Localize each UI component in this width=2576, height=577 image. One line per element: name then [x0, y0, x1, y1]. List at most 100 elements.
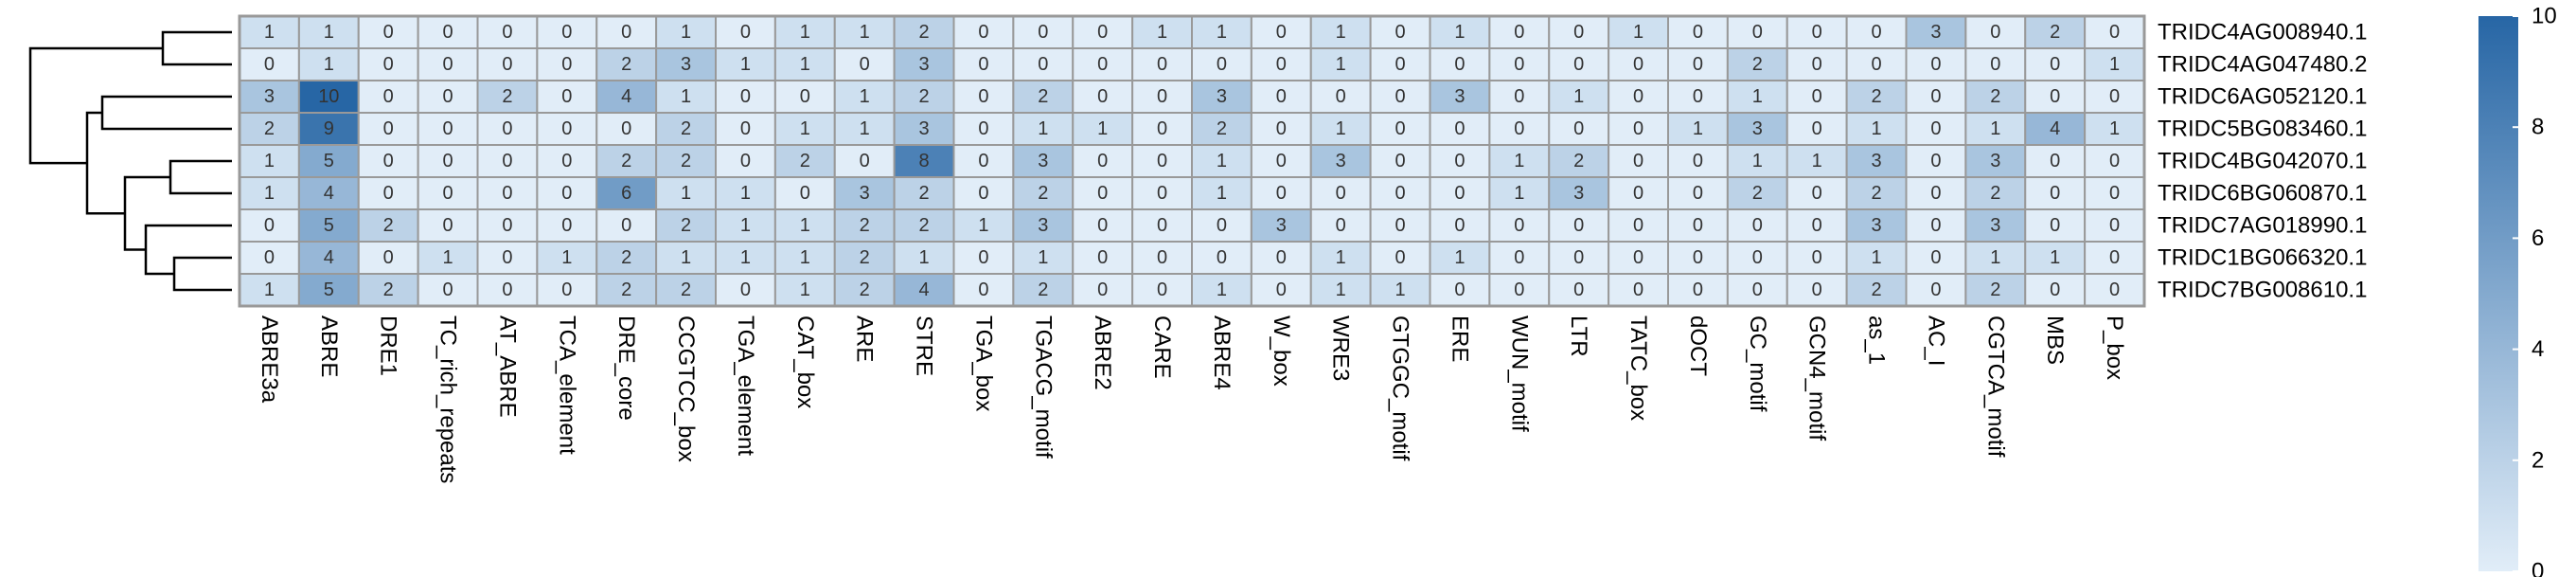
cell-value: 0: [1276, 118, 1287, 139]
heatmap-cell: [1785, 176, 1848, 210]
heatmap-cell: [1905, 15, 1967, 49]
row-label: TRIDC6BG060870.1: [2158, 181, 2367, 207]
cell-value: 0: [1812, 22, 1822, 43]
cell-value: 1: [978, 215, 988, 236]
cell-value: 4: [324, 247, 334, 268]
cell-value: 2: [681, 215, 691, 236]
heatmap-cell: [2024, 112, 2087, 146]
cell-value: 3: [1217, 86, 1227, 107]
row-label: TRIDC1BG066320.1: [2158, 245, 2367, 271]
cell-value: 0: [502, 22, 512, 43]
cell-value: 0: [1157, 215, 1167, 236]
heatmap-cell: [1250, 47, 1312, 81]
cell-value: 0: [860, 151, 870, 171]
cell-value: 0: [1573, 54, 1584, 75]
cell-value: 0: [1990, 22, 2000, 43]
heatmap-cell: [952, 80, 1015, 114]
cell-value: 0: [740, 118, 751, 139]
heatmap-cell: [1845, 273, 1908, 307]
cell-value: 0: [1157, 151, 1167, 171]
cell-value: 2: [1573, 151, 1584, 171]
cell-value: 2: [621, 151, 631, 171]
heatmap-cell: [1429, 176, 1491, 210]
heatmap-cell: [1191, 15, 1252, 49]
heatmap-cell: [2084, 241, 2145, 275]
heatmap-cell: [239, 176, 300, 210]
cell-value: 0: [1097, 279, 1108, 300]
cell-value: 0: [1454, 118, 1465, 139]
cell-value: 0: [740, 22, 751, 43]
cell-value: 3: [1990, 215, 2000, 236]
column-label: ARE: [852, 316, 878, 362]
heatmap-cell: [2084, 47, 2145, 81]
cell-value: 0: [1157, 183, 1167, 204]
row-label: TRIDC7AG018990.1: [2158, 213, 2367, 239]
cell-value: 0: [1276, 86, 1287, 107]
cell-value: 0: [1395, 22, 1406, 43]
cell-value: 1: [264, 151, 275, 171]
cell-value: 1: [681, 86, 691, 107]
heatmap-cell: [1726, 273, 1788, 307]
cell-value: 0: [1930, 215, 1941, 236]
cell-value: 1: [264, 22, 275, 43]
heatmap-cell: [833, 241, 896, 275]
cell-value: 2: [1752, 54, 1763, 75]
column-label: MBS: [2042, 316, 2068, 365]
heatmap-cell: [655, 241, 717, 275]
column-label: ABRE4: [1209, 316, 1235, 390]
column-label: TGACG_motif: [1030, 316, 1056, 459]
cell-value: 0: [1217, 54, 1227, 75]
heatmap-cell: [1012, 80, 1075, 114]
heatmap-cell: [655, 15, 717, 49]
heatmap-cell: [1369, 208, 1431, 243]
heatmap-cell: [2084, 144, 2145, 178]
cell-value: 0: [1573, 215, 1584, 236]
heatmap-cell: [1667, 208, 1729, 243]
cell-value: 0: [1990, 54, 2000, 75]
cell-value: 2: [383, 215, 394, 236]
cell-value: 2: [681, 279, 691, 300]
cell-value: 0: [1336, 183, 1346, 204]
dendrogram-link: [172, 256, 232, 292]
cell-value: 2: [919, 22, 930, 43]
heatmap-cell: [773, 273, 836, 307]
cell-value: 2: [502, 86, 512, 107]
cell-value: 0: [1454, 151, 1465, 171]
cell-value: 0: [1514, 86, 1524, 107]
dendrogram-link: [161, 30, 232, 66]
cell-value: 3: [1336, 151, 1346, 171]
heatmap-cell: [297, 208, 360, 243]
heatmap-cell: [239, 241, 300, 275]
cell-value: 2: [1038, 86, 1048, 107]
cell-value: 0: [2109, 183, 2120, 204]
heatmap-cell: [1608, 47, 1669, 81]
column-label: ABRE2: [1090, 316, 1115, 390]
heatmap-cell: [2084, 273, 2145, 307]
heatmap-cell: [536, 144, 598, 178]
heatmap-cell: [715, 80, 776, 114]
cell-value: 5: [324, 151, 334, 171]
column-label: CAT_box: [792, 316, 818, 408]
cell-value: 1: [2109, 54, 2120, 75]
cell-value: 0: [1217, 247, 1227, 268]
cell-value: 0: [1276, 151, 1287, 171]
heatmap-cell: [655, 112, 717, 146]
cell-value: 5: [324, 215, 334, 236]
heatmap-cell: [1429, 80, 1491, 114]
heatmap-cell: [1131, 176, 1193, 210]
heatmap-cell: [1012, 144, 1075, 178]
cell-value: 2: [1038, 279, 1048, 300]
cell-value: 0: [561, 279, 572, 300]
row-label: TRIDC7BG008610.1: [2158, 278, 2367, 303]
cell-value: 0: [1812, 54, 1822, 75]
row-label: TRIDC4AG047480.2: [2158, 52, 2367, 78]
heatmap-cell: [1667, 80, 1729, 114]
cell-value: 2: [1872, 183, 1882, 204]
heatmap-cell: [595, 112, 658, 146]
cell-value: 0: [1633, 183, 1643, 204]
heatmap-cell: [1309, 15, 1372, 49]
cell-value: 0: [978, 54, 988, 75]
column-label: DRE1: [376, 316, 401, 376]
heatmap-cell: [952, 47, 1015, 81]
column-label: WUN_motif: [1506, 316, 1532, 432]
